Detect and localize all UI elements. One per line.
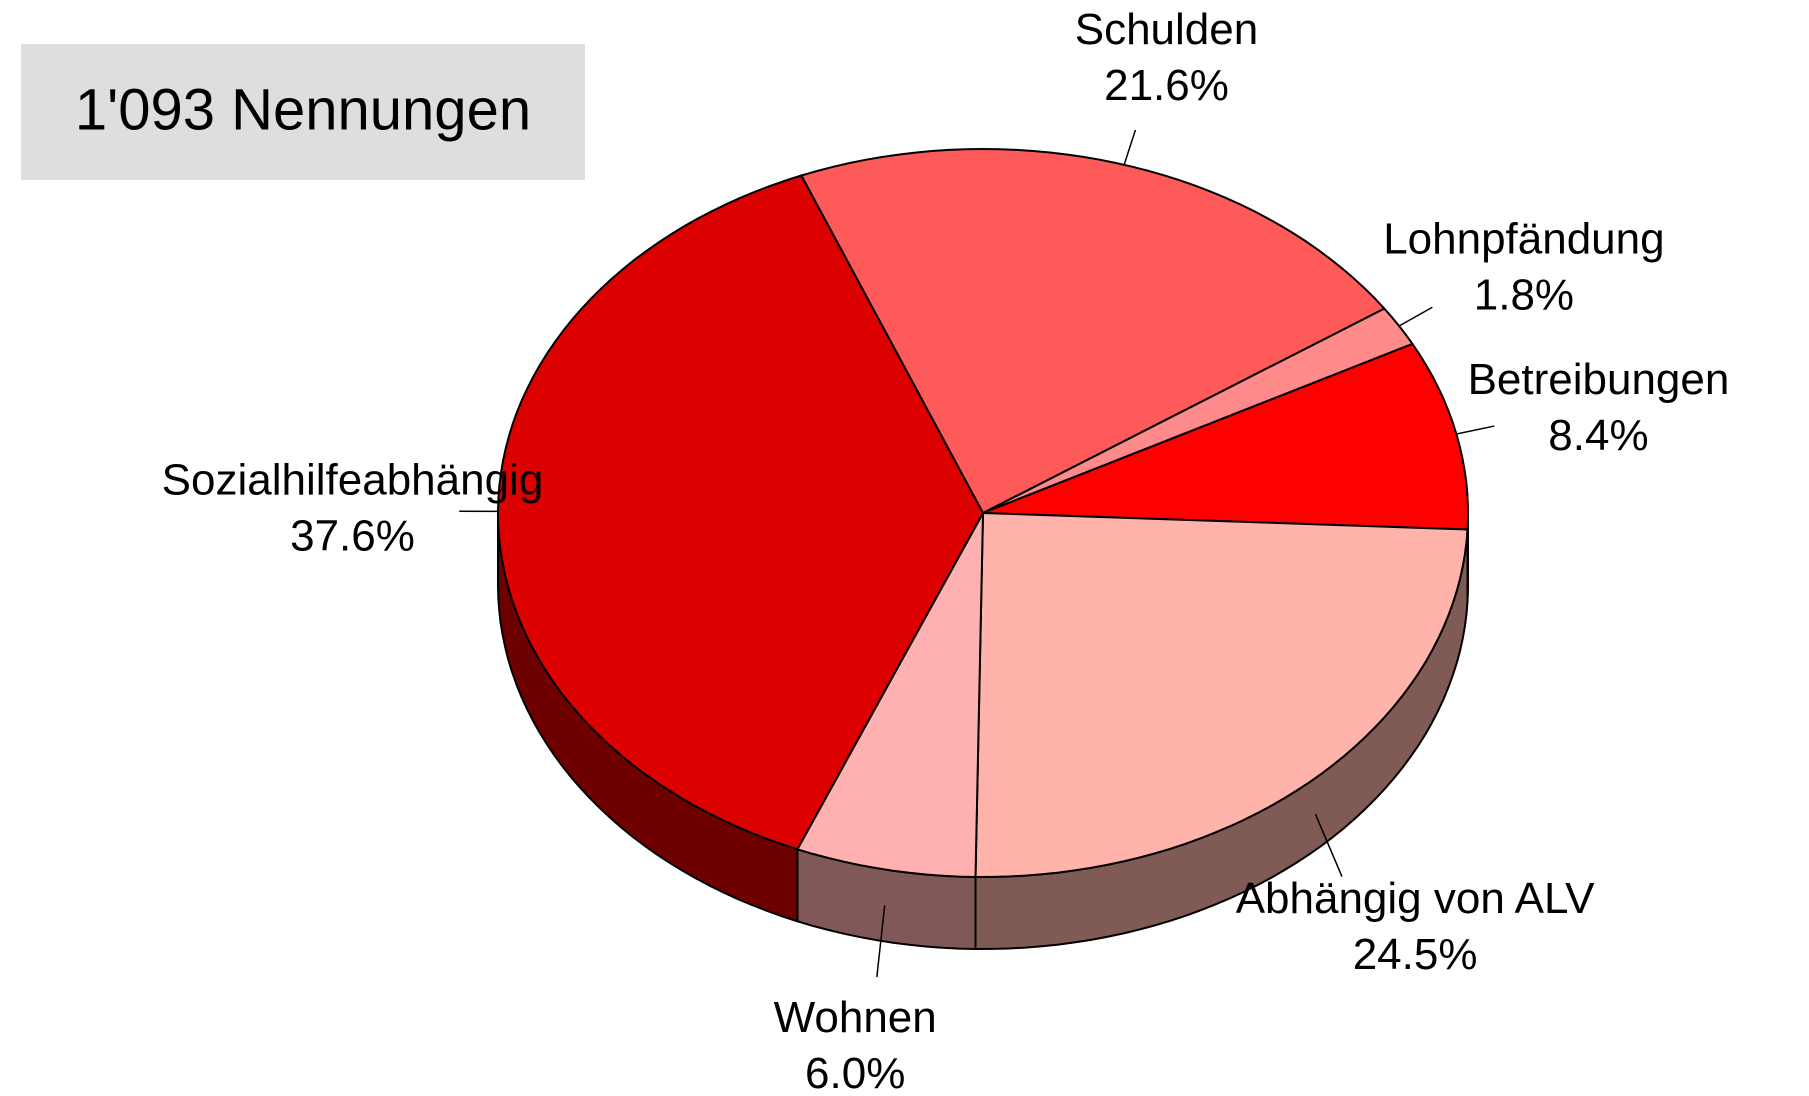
value-label: 6.0% bbox=[805, 1049, 905, 1096]
slice-label: Sozialhilfeabhängig bbox=[162, 456, 544, 505]
slice bbox=[982, 342, 1469, 531]
leader-line bbox=[876, 905, 886, 978]
leader-line bbox=[1456, 425, 1495, 435]
slice-label: Schulden bbox=[1075, 5, 1258, 54]
value-label: 37.6% bbox=[290, 512, 415, 561]
annotation: 1'093 Nennungen bbox=[75, 77, 531, 142]
slice-label: Abhängig von ALV bbox=[1236, 874, 1595, 923]
annotation-box bbox=[21, 44, 585, 180]
slice bbox=[796, 512, 984, 878]
leader-line bbox=[1123, 129, 1137, 165]
slice bbox=[800, 148, 1386, 514]
leader-line bbox=[1398, 306, 1433, 327]
value-label: 8.4% bbox=[1548, 411, 1648, 460]
slice-label: Wohnen bbox=[774, 993, 937, 1042]
value-label: 1.8% bbox=[1474, 270, 1574, 319]
value-label: 21.6% bbox=[1104, 61, 1229, 110]
slice-label: Betreibungen bbox=[1468, 355, 1730, 404]
slice-label: Lohnpfändung bbox=[1383, 214, 1664, 263]
leader-line bbox=[1314, 813, 1343, 877]
slice bbox=[974, 512, 1469, 878]
value-label: 24.5% bbox=[1353, 930, 1478, 979]
